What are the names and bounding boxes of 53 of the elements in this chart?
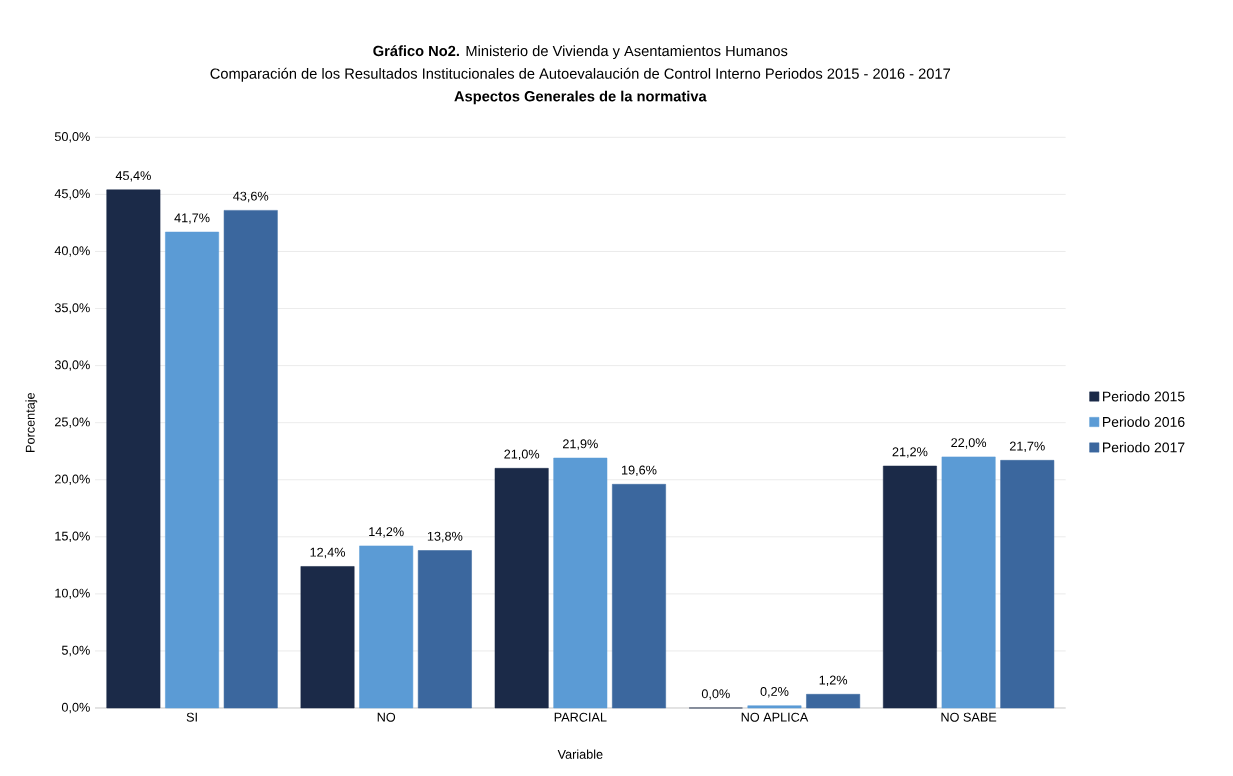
y-tick-label: 25,0% [55,417,90,428]
bar [223,210,278,709]
data-label: 0,2% [760,686,789,698]
y-tick-label: 5,0% [61,645,90,657]
data-label: 21,0% [504,449,540,461]
legend-label: Periodo 2016 [1103,416,1185,427]
text: Aspectos Generales de la normativa [454,90,707,105]
bar [1000,460,1055,709]
data-label: 13,8% [427,531,463,543]
x-tick-label: SI [186,712,197,722]
bar [359,545,414,709]
data-label: 41,7% [174,213,210,224]
data-label: 19,6% [622,465,657,477]
y-tick-label: 15,0% [55,531,90,543]
x-tick-label: NO APLICA [741,712,809,722]
bar [553,457,608,709]
x-tick-label: NO SABE [941,712,997,722]
y-tick-label: 35,0% [54,303,90,314]
chart-subtitle: Comparación de los Resultados Institucionales de Autoevalaución de Control Interno Periodos 2015 - 2016 - 2017 [210,67,951,82]
y-tick-label: 45,0% [54,189,90,200]
legend-label: Periodo 2017 [1103,442,1185,453]
bar [494,468,549,709]
legend-label: Periodo 2015 [1103,391,1185,402]
y-tick-label: 10,0% [55,588,90,600]
bar [612,484,666,709]
y-axis-title: Porcentaje [25,392,38,452]
data-label: 21,7% [1009,441,1045,453]
bar [747,705,802,709]
data-label: 12,4% [310,547,346,559]
data-label: 22,0% [951,438,987,449]
x-axis-title: Variable [557,749,603,759]
data-label: 0,0% [701,689,730,700]
bar [106,189,161,709]
bar [941,456,996,709]
y-tick-label: 40,0% [54,246,90,257]
bar [883,465,937,709]
data-label: 21,9% [563,439,598,450]
bar [300,566,355,709]
chart-title: Gráfico No2. Ministerio de Vivienda y Asentamientos Humanos [373,45,788,60]
data-label: 1,2% [819,675,848,687]
y-tick-label: 30,0% [54,360,90,371]
data-label: 21,2% [892,447,928,458]
data-label: 14,2% [369,527,404,538]
data-label: 45,4% [115,171,151,182]
y-tick-label: 0,0% [61,702,90,714]
y-tick-label: 50,0% [54,132,90,143]
bar [806,694,861,709]
x-tick-label: PARCIAL [554,712,607,722]
x-tick-label: NO [377,712,396,722]
bar [165,231,219,709]
bar [417,550,472,709]
y-tick-label: 20,0% [55,474,90,485]
data-label: 43,6% [233,191,269,203]
